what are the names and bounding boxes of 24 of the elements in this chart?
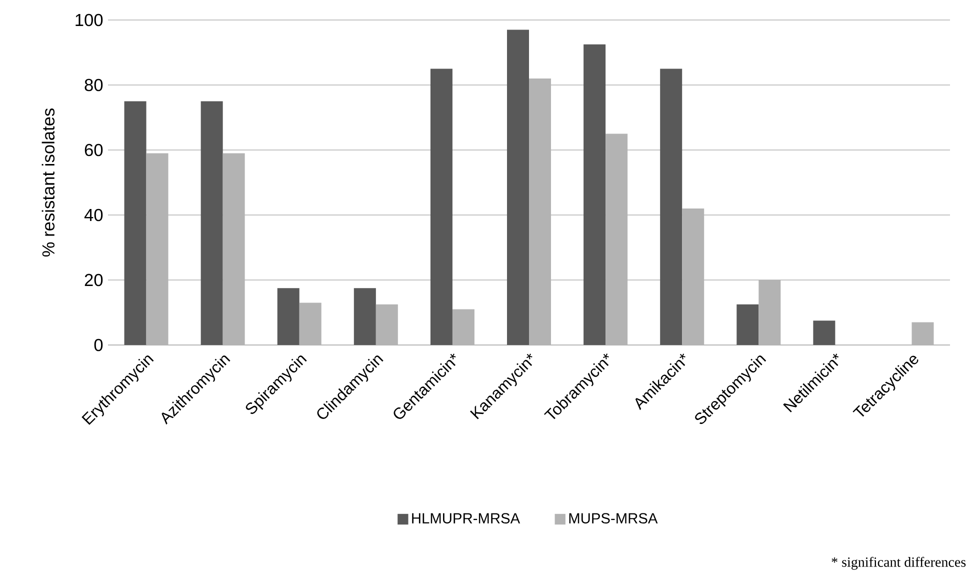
bar bbox=[430, 68, 452, 345]
bar bbox=[376, 304, 398, 345]
bar bbox=[912, 322, 934, 345]
y-tick-label: 20 bbox=[84, 274, 103, 286]
bar bbox=[124, 101, 146, 345]
bar bbox=[452, 309, 474, 345]
bar bbox=[507, 30, 530, 345]
bar bbox=[736, 304, 759, 345]
bar bbox=[277, 288, 300, 345]
bar bbox=[299, 302, 322, 345]
text: * significant differences bbox=[832, 556, 966, 570]
y-tick-label: 80 bbox=[84, 78, 103, 92]
y-tick-label: 100 bbox=[76, 14, 103, 26]
y-axis-title: % resistant isolates bbox=[42, 108, 55, 257]
legend-label: HLMUPR-MRSA bbox=[412, 513, 520, 524]
bar bbox=[354, 288, 376, 345]
bar bbox=[660, 68, 682, 345]
y-tick-label: 0 bbox=[94, 338, 103, 352]
bar bbox=[200, 101, 223, 345]
bar bbox=[584, 44, 606, 345]
y-tick-label: 60 bbox=[84, 144, 103, 156]
y-tick-label: 40 bbox=[84, 208, 103, 222]
bar bbox=[813, 320, 836, 345]
legend-label: MUPS-MRSA bbox=[569, 513, 658, 524]
